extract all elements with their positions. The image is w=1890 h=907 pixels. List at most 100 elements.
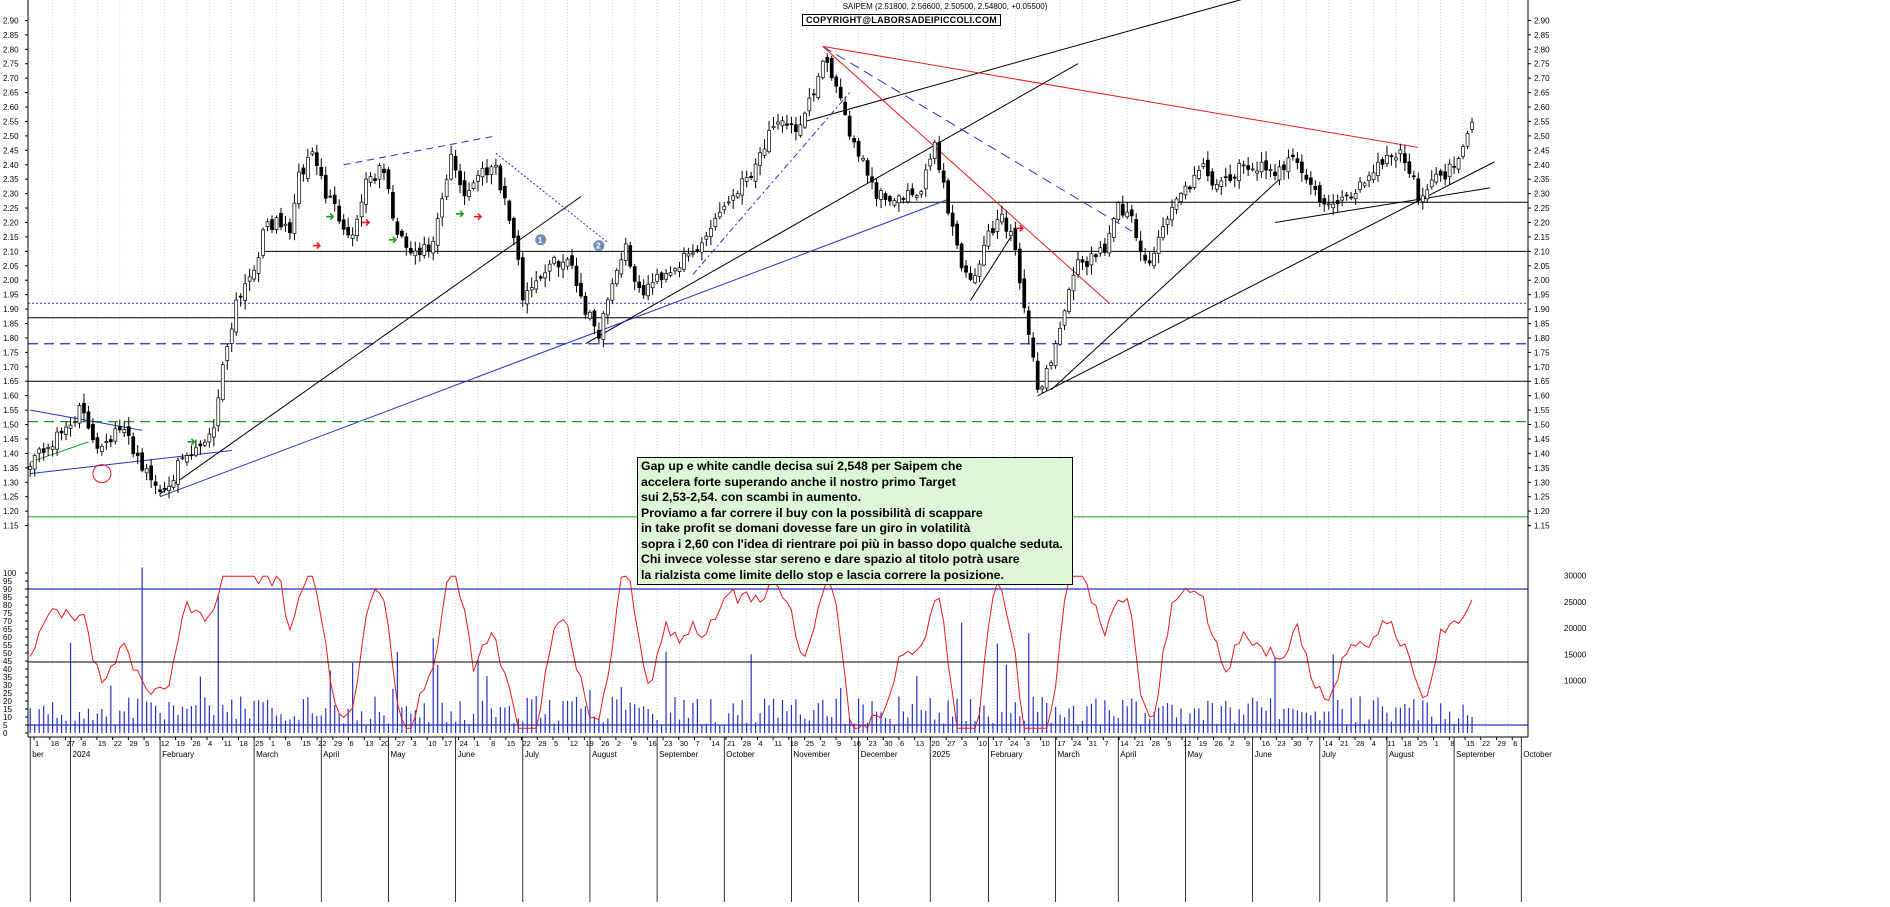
x-tick-label: 14 — [711, 739, 719, 748]
x-tick-label: 29 — [538, 739, 546, 748]
candle-body — [431, 240, 436, 254]
candle-body — [1089, 253, 1094, 266]
candle-body — [104, 441, 109, 444]
candle-body — [1411, 175, 1416, 178]
candle-body — [628, 245, 633, 267]
candle-body — [516, 235, 521, 260]
candle-body — [614, 269, 619, 285]
x-tick-label: 11 — [774, 739, 782, 748]
x-tick-label: 15 — [98, 739, 106, 748]
candle-body — [897, 195, 901, 204]
candle-body — [1076, 259, 1080, 275]
month-label: February — [990, 750, 1022, 759]
candle-body — [1022, 278, 1027, 309]
candle-body — [1071, 274, 1076, 292]
y-tick-label-left: 1.55 — [3, 406, 19, 415]
y-tick-label-left: 1.65 — [3, 377, 19, 386]
candle-body — [247, 276, 252, 282]
month-label: December — [861, 750, 898, 759]
candle-body — [382, 168, 386, 174]
candle-body — [283, 223, 288, 227]
x-tick-label: 15 — [507, 739, 515, 748]
osc-tick-label: 70 — [3, 617, 12, 626]
y-tick-label-left: 2.25 — [3, 204, 19, 213]
candle-body — [229, 328, 234, 344]
x-tick-label: 16 — [1262, 739, 1270, 748]
oscillator-line — [29, 575, 1473, 730]
trendline-dashed — [822, 45, 1132, 232]
candle-body — [686, 253, 691, 257]
x-tick-label: 14 — [1120, 739, 1128, 748]
x-tick-label: 22 — [114, 739, 122, 748]
candle-body — [108, 439, 113, 443]
y-tick-label-right: 2.55 — [1534, 117, 1550, 126]
candle-body — [592, 310, 597, 327]
y-tick-label-right: 1.75 — [1534, 348, 1550, 357]
candle-body — [194, 447, 198, 456]
candle-body — [301, 167, 306, 175]
x-tick-label: 22 — [1482, 739, 1490, 748]
candle-body — [955, 223, 959, 246]
y-tick-label-right: 2.25 — [1534, 204, 1550, 213]
x-tick-label: 18 — [790, 739, 798, 748]
candle-body — [941, 170, 946, 183]
candle-body — [95, 437, 100, 449]
x-tick-label: 24 — [460, 739, 468, 748]
candle-body — [207, 433, 212, 443]
trendline-blue — [30, 409, 143, 431]
candle-body — [1362, 182, 1367, 187]
x-tick-label: 24 — [1010, 739, 1018, 748]
x-tick-label: 11 — [224, 739, 232, 748]
candle-body — [498, 165, 503, 191]
trendline-dashed — [343, 135, 497, 166]
osc-tick-label: 45 — [3, 657, 12, 666]
candle-body — [32, 455, 37, 470]
candle-body — [789, 123, 794, 126]
y-tick-label-right: 1.30 — [1534, 478, 1550, 487]
x-tick-label: 10 — [1041, 739, 1049, 748]
y-tick-label-left: 1.35 — [3, 464, 19, 473]
candle-body — [606, 299, 610, 316]
candle-body — [46, 447, 50, 449]
x-tick-label: 31 — [1089, 739, 1097, 748]
candle-body — [677, 267, 682, 272]
candle-body — [279, 213, 283, 228]
month-label: 2025 — [932, 750, 950, 759]
x-tick-label: 28 — [1152, 739, 1160, 748]
y-tick-label-left: 2.55 — [3, 117, 19, 126]
y-tick-label-right: 2.60 — [1534, 103, 1550, 112]
candle-body — [1344, 194, 1349, 197]
candle-body — [355, 219, 359, 236]
x-tick-label: 4 — [1372, 739, 1376, 748]
candle-body — [1385, 154, 1389, 164]
x-tick-label: 30 — [1293, 739, 1301, 748]
x-tick-label: 18 — [1403, 739, 1411, 748]
candle-body — [1138, 240, 1143, 252]
candle-body — [1465, 133, 1470, 147]
note-line: Gap up e white candle decisa sui 2,548 p… — [641, 459, 963, 473]
candle-body — [574, 265, 579, 286]
signal-arrow — [362, 218, 371, 227]
candle-body — [117, 426, 122, 431]
note-line: Proviamo a far correre il buy con la pos… — [641, 505, 983, 520]
candle-body — [529, 287, 534, 291]
candle-body — [892, 200, 897, 206]
x-tick-label: 24 — [1073, 739, 1081, 748]
volume-tick-label: 25000 — [1564, 598, 1587, 607]
month-label: June — [1255, 750, 1273, 759]
candle-body — [740, 178, 745, 196]
candle-body — [1416, 178, 1421, 201]
candle-body — [1053, 343, 1058, 366]
y-tick-label-left: 1.95 — [3, 291, 19, 300]
candle-body — [798, 124, 803, 136]
volume-tick-label: 30000 — [1564, 572, 1587, 581]
x-tick-label: 6 — [900, 739, 904, 748]
x-tick-label: 1 — [1435, 739, 1439, 748]
osc-tick-label: 50 — [3, 649, 12, 658]
candle-body — [91, 423, 95, 441]
candle-body — [1067, 289, 1071, 312]
candle-body — [50, 446, 55, 450]
y-tick-label-left: 2.00 — [3, 276, 19, 285]
x-tick-label: 22 — [318, 739, 326, 748]
